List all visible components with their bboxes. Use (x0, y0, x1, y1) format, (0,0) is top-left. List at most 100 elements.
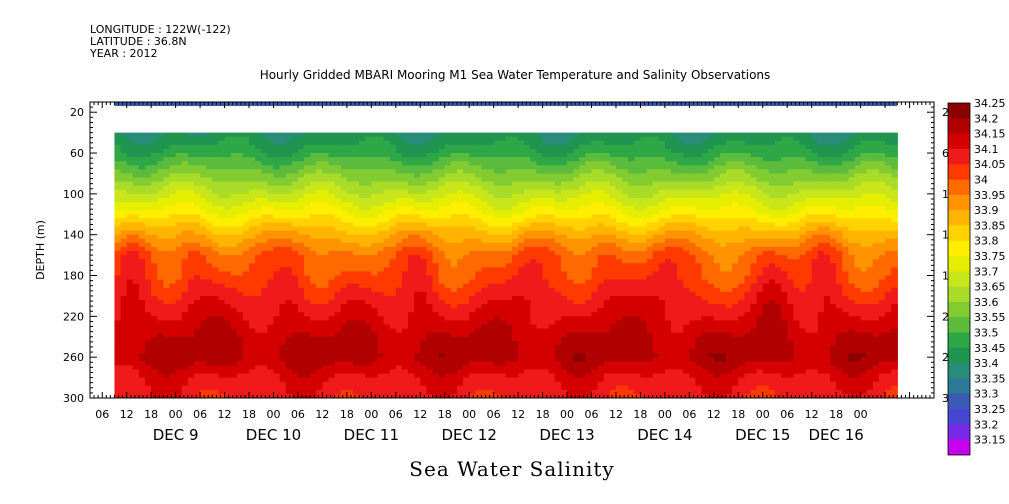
salinity-cell (175, 271, 183, 277)
salinity-cell (279, 316, 287, 322)
salinity-cell (499, 153, 507, 158)
salinity-cell (193, 202, 201, 207)
salinity-cell (579, 210, 586, 215)
salinity-cell (408, 144, 415, 150)
salinity-cell (175, 336, 183, 342)
salinity-cell (408, 389, 415, 395)
salinity-cell (322, 238, 330, 244)
salinity-cell (334, 202, 342, 207)
salinity-cell (463, 308, 470, 313)
salinity-cell (126, 369, 134, 375)
salinity-cell (512, 234, 519, 240)
salinity-cell (359, 369, 366, 375)
salinity-cell (145, 393, 152, 398)
salinity-cell (273, 161, 281, 166)
salinity-cell (365, 353, 372, 358)
salinity-cell (414, 246, 421, 252)
salinity-cell (548, 189, 556, 195)
salinity-cell (408, 369, 415, 375)
salinity-cell (567, 295, 574, 301)
salinity-cell (426, 136, 434, 142)
salinity-cell (340, 340, 348, 346)
salinity-cell (304, 332, 311, 338)
salinity-cell (145, 202, 152, 207)
salinity-cell (365, 202, 372, 207)
salinity-cell (279, 202, 287, 207)
salinity-cell (169, 275, 177, 281)
salinity-cell (487, 140, 495, 146)
salinity-cell (420, 206, 427, 211)
salinity-cell (310, 385, 317, 391)
salinity-cell (530, 365, 538, 371)
salinity-cell (389, 271, 397, 277)
salinity-cell (542, 251, 550, 256)
salinity-cell (493, 189, 501, 195)
salinity-cell (365, 218, 372, 224)
salinity-cell (273, 197, 281, 203)
salinity-cell (456, 393, 464, 398)
salinity-cell (401, 316, 409, 322)
salinity-cell (181, 332, 189, 338)
salinity-cell (200, 389, 207, 395)
salinity-cell (493, 393, 501, 398)
salinity-cell (151, 148, 158, 154)
salinity-cell (554, 312, 562, 317)
salinity-cell (401, 373, 409, 379)
salinity-cell (279, 279, 287, 285)
salinity-cell (138, 206, 146, 211)
salinity-cell (304, 185, 311, 191)
salinity-cell (230, 312, 238, 317)
salinity-cell (536, 295, 544, 301)
salinity-cell (554, 165, 562, 170)
salinity-cell (120, 389, 128, 395)
salinity-cell (175, 140, 183, 146)
salinity-cell (573, 177, 580, 183)
salinity-cell (426, 291, 434, 297)
salinity-cell (567, 349, 574, 354)
salinity-cell (560, 177, 568, 183)
salinity-cell (310, 332, 317, 338)
salinity-cell (512, 271, 519, 277)
salinity-cell (444, 148, 452, 154)
salinity-cell (169, 210, 177, 215)
salinity-cell (132, 393, 140, 398)
salinity-cell (408, 300, 415, 305)
salinity-cell (352, 312, 360, 317)
salinity-cell (169, 349, 177, 354)
salinity-cell (242, 320, 250, 326)
salinity-cell (536, 369, 544, 375)
salinity-cell (310, 304, 317, 309)
salinity-cell (285, 389, 293, 395)
salinity-cell (352, 275, 360, 281)
salinity-cell (524, 353, 531, 358)
salinity-cell (230, 353, 238, 358)
salinity-cell (548, 242, 556, 248)
salinity-cell (554, 393, 562, 398)
salinity-cell (163, 393, 171, 398)
salinity-cell (310, 153, 317, 158)
salinity-cell (163, 361, 171, 366)
salinity-cell (334, 279, 342, 285)
salinity-cell (389, 316, 397, 322)
salinity-cell (310, 353, 317, 358)
salinity-cell (524, 197, 531, 203)
salinity-cell (297, 234, 305, 240)
salinity-cell (297, 275, 305, 281)
salinity-cell (193, 230, 201, 236)
salinity-cell (212, 267, 220, 273)
salinity-cell (505, 148, 513, 154)
salinity-cell (322, 251, 330, 256)
salinity-cell (120, 279, 128, 285)
salinity-cell (120, 181, 128, 187)
salinity-cell (304, 218, 311, 224)
salinity-cell (499, 157, 507, 162)
salinity-cell (579, 140, 586, 146)
salinity-cell (371, 283, 379, 289)
salinity-cell (524, 377, 531, 383)
salinity-cell (548, 373, 556, 379)
salinity-cell (224, 271, 232, 277)
salinity-cell (383, 169, 391, 175)
salinity-cell (242, 218, 250, 224)
salinity-cell (444, 373, 452, 379)
salinity-cell (218, 218, 226, 224)
